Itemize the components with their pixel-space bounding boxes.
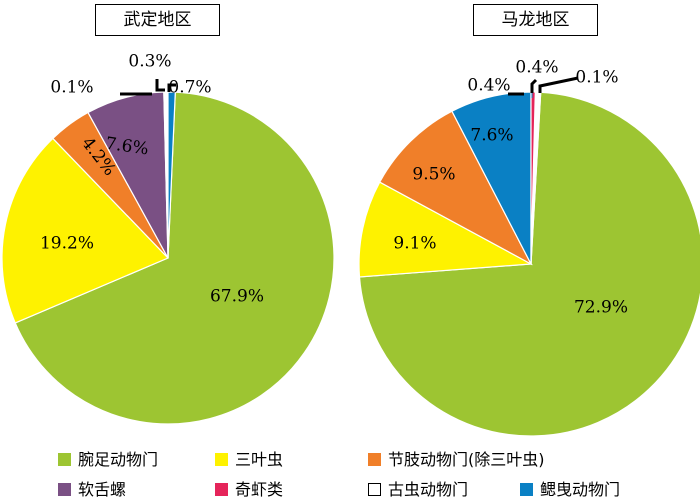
legend-label: 三叶虫 — [235, 450, 284, 469]
legend-swatch — [58, 483, 71, 496]
pie-slice — [164, 92, 168, 258]
legend-label: 软舌螺 — [78, 480, 127, 499]
legend-label: 腕足动物门 — [78, 450, 159, 469]
chart-title-wuding: 武定地区 — [95, 4, 220, 36]
leader-line — [538, 76, 579, 93]
pie-slice — [358, 181, 534, 278]
slice-label: 0.1% — [575, 68, 618, 88]
slice-label: 9.1% — [393, 234, 436, 254]
slice-label: 72.9% — [574, 298, 628, 318]
slice-label: 19.2% — [40, 234, 94, 254]
pie-slice — [14, 91, 335, 425]
slice-label: 0.7% — [168, 78, 211, 98]
legend-label: 鳃曳动物门 — [540, 480, 621, 499]
legend-swatch — [368, 453, 381, 466]
pie-slice — [378, 110, 533, 266]
pie-slice — [1, 137, 170, 324]
slice-label: 7.6% — [470, 126, 513, 146]
slice-label: 0.4% — [515, 58, 558, 78]
slice-label: 67.9% — [210, 287, 264, 307]
pie-slice — [163, 91, 169, 259]
legend-swatch — [368, 483, 381, 496]
legend-swatch — [215, 453, 228, 466]
legend-label: 节肢动物门(除三叶虫) — [388, 450, 545, 469]
slice-label: 0.3% — [128, 52, 171, 72]
slice-label: 9.5% — [412, 165, 455, 185]
slice-label: 0.1% — [50, 78, 93, 98]
legend-label: 古虫动物门 — [388, 480, 469, 499]
legend-label: 奇虾类 — [235, 480, 284, 499]
pie-charts-svg: 67.9%19.2%4.2%7.6%0.1%0.3%0.7%72.9%9.1%9… — [1, 52, 700, 437]
leader-line — [167, 83, 176, 92]
legend-swatch — [58, 453, 71, 466]
slice-label: 0.4% — [467, 76, 510, 96]
legend-swatch — [520, 483, 533, 496]
chart-title-malong: 马龙地区 — [473, 4, 598, 36]
leader-line — [530, 78, 538, 93]
leader-line — [155, 79, 165, 92]
legend-swatch — [215, 483, 228, 496]
